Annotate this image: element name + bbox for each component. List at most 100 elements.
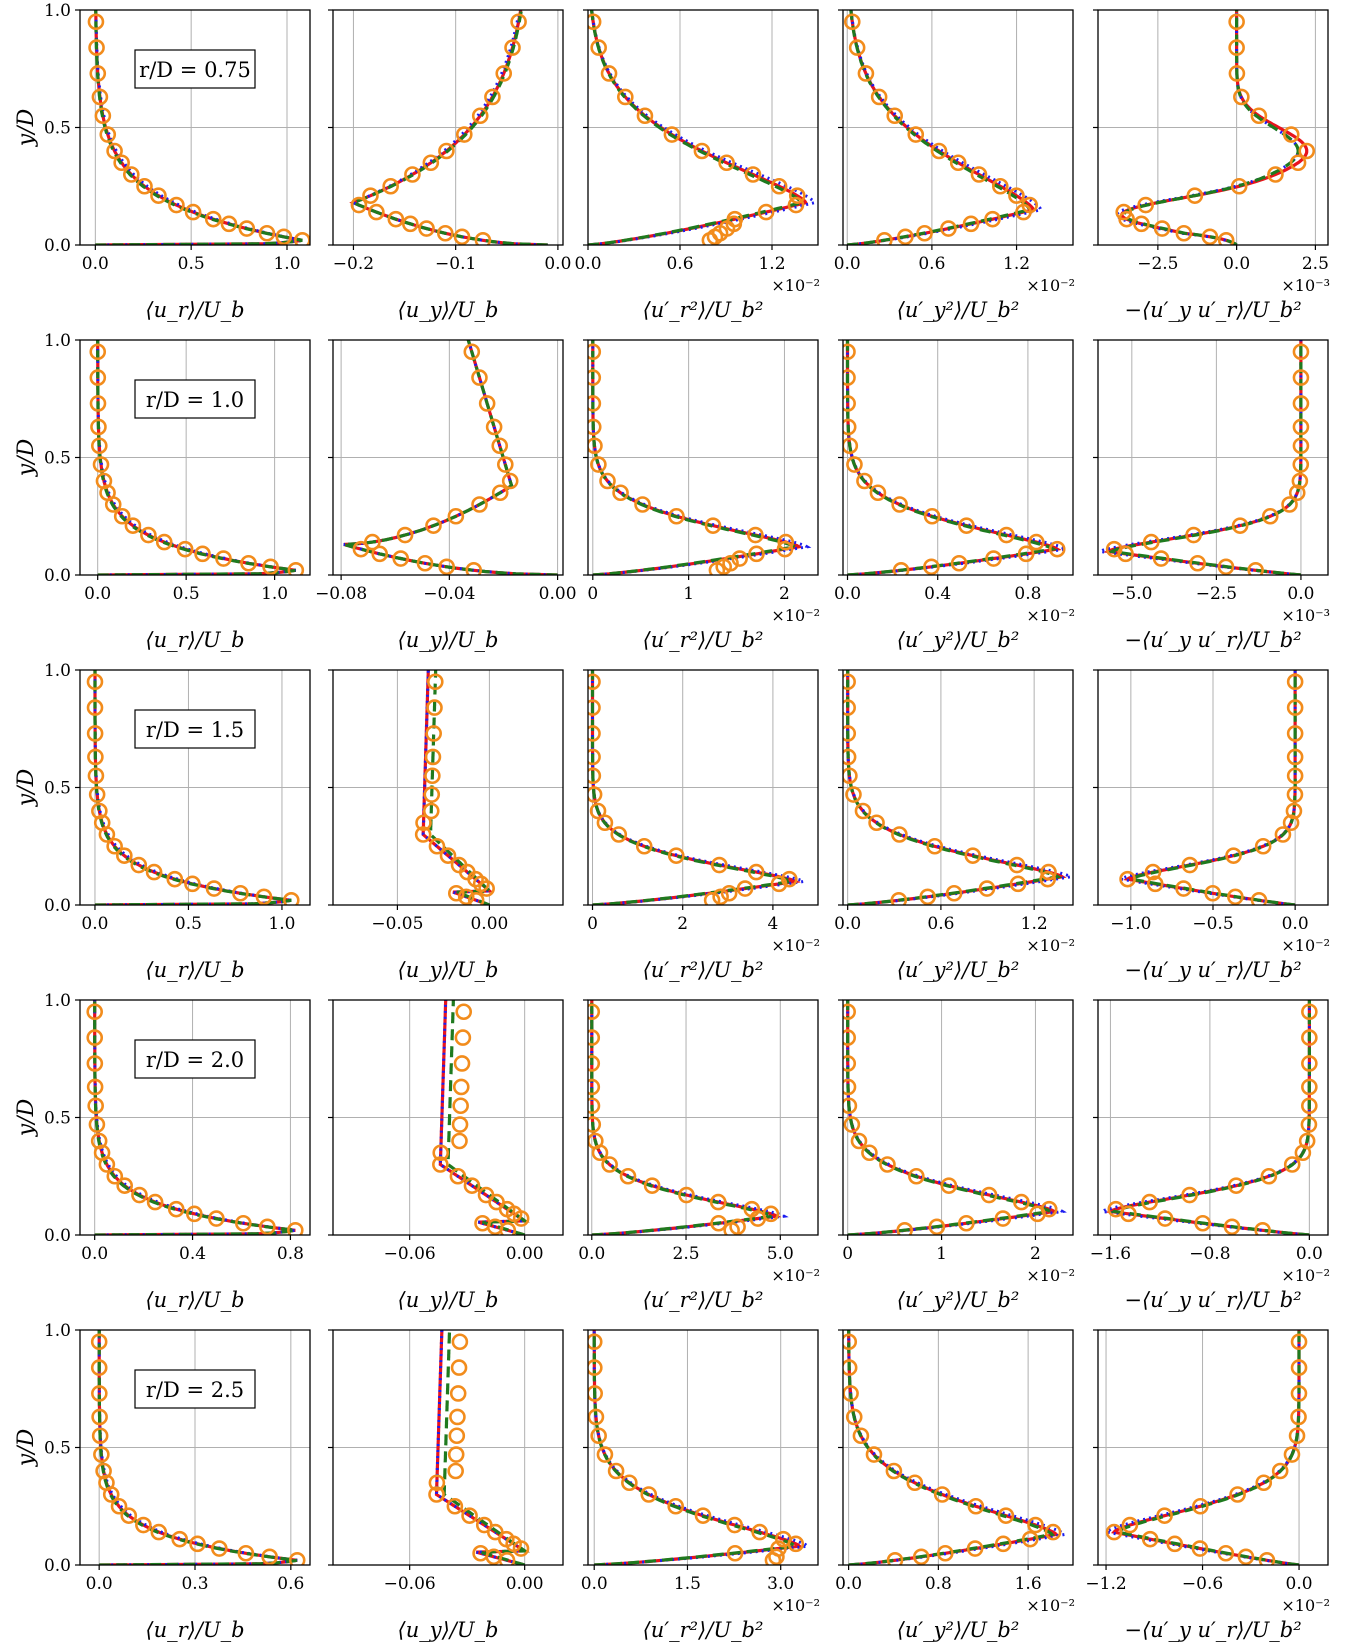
experiment-marker (886, 1552, 904, 1565)
experiment-marker (590, 1427, 607, 1445)
experiment-marker (710, 1214, 727, 1232)
series-green-dashed (446, 1000, 530, 1235)
subplot-r1-c1: −0.08 −0.04 0.00 ⟨u_y⟩/U_b (315, 339, 577, 652)
experiment-marker (1048, 540, 1066, 558)
experiment-marker (843, 748, 857, 766)
curves (843, 340, 1071, 575)
experiment-marker (176, 540, 194, 558)
experiment-marker (708, 562, 726, 575)
x-tick-label: 1.2 (1003, 254, 1030, 274)
experiment-marker (704, 517, 722, 534)
experiment-marker (845, 786, 862, 803)
y-axis-label: y/D (14, 768, 39, 807)
experiment-marker (876, 232, 893, 245)
experiment-marker (1292, 456, 1310, 473)
x-tick-label: 0.5 (175, 914, 202, 934)
x-tick-label: −0.06 (384, 1244, 436, 1264)
x-tick-label: −0.5 (1192, 914, 1233, 934)
experiment-marker (1286, 748, 1304, 766)
experiment-marker (610, 826, 628, 843)
experiment-marker (601, 1156, 618, 1173)
experiment-marker (287, 1222, 304, 1235)
x-tick-label: −2.5 (1137, 254, 1178, 274)
experiment-marker (240, 554, 257, 572)
series-blue-dotted (435, 1330, 530, 1565)
experiment-marker (886, 107, 904, 125)
experiment-marker (846, 456, 863, 473)
x-axis-label: ⟨u′_y²⟩/U_b² (897, 298, 1020, 322)
experiment-marker (220, 215, 238, 233)
experiment-marker (861, 1144, 878, 1162)
experiment-marker (1292, 418, 1310, 436)
experiment-marker (87, 767, 105, 785)
x-axis-label: ⟨u′_r²⟩/U_b² (643, 958, 764, 982)
experiment-marker (88, 39, 105, 56)
series-blue-dotted (846, 340, 1071, 575)
experiment-marker (447, 1462, 464, 1480)
experiment-marker (588, 1055, 601, 1072)
experiment-marker (711, 856, 728, 874)
experiment-marker (928, 1218, 946, 1235)
experiment-marker (1286, 699, 1304, 716)
experiment-marker (856, 472, 873, 490)
series-green-dashed (442, 1330, 530, 1565)
experiment-marker (1217, 558, 1235, 575)
experiment-marker (678, 1186, 695, 1204)
x-tick-label: 0.3 (181, 1574, 208, 1594)
experiment-marker (90, 418, 107, 436)
series-green-dashed (847, 1330, 1056, 1565)
experiment-marker (1285, 802, 1303, 820)
experiment-marker (588, 1408, 605, 1426)
experiment-marker (919, 888, 936, 905)
experiment-marker (1291, 472, 1309, 490)
experiment-marker (718, 154, 735, 172)
experiment-marker (140, 526, 157, 544)
subplot-r0-c2: 0.0 0.6 1.2 ×10⁻² ⟨u′_r²⟩/U_b² (574, 9, 820, 322)
curves (414, 670, 495, 905)
experiment-marker (194, 545, 211, 563)
experiment-marker (512, 1210, 530, 1227)
experiment-marker (1292, 369, 1310, 386)
experiment-marker (261, 1548, 278, 1565)
x-tick-label: 0.5 (178, 254, 205, 274)
experiment-marker (1254, 1222, 1271, 1235)
experiment-marker (453, 1055, 471, 1072)
experiment-marker (104, 496, 122, 513)
x-tick-label: 2.5 (673, 1244, 700, 1264)
subplot-r1-c3: 0.0 0.4 0.8 ×10⁻² ⟨u′_y²⟩/U_b² (834, 339, 1075, 652)
experiment-marker (449, 1167, 467, 1185)
experiment-marker (1204, 884, 1222, 902)
experiment-marker (726, 1516, 743, 1534)
x-tick-label: 1 (683, 584, 694, 604)
experiment-marker (1021, 1530, 1039, 1548)
x-tick-label: 0.0 (834, 914, 861, 934)
x-tick-label: 1.2 (758, 254, 785, 274)
x-tick-label: −0.06 (384, 1574, 436, 1594)
x-axis-label: ⟨u_y⟩/U_b (398, 958, 499, 982)
x-axis-label: ⟨u_y⟩/U_b (398, 298, 499, 322)
experiment-marker (634, 496, 651, 513)
experiment-marker (438, 558, 455, 575)
experiment-marker (980, 1186, 998, 1204)
experiment-marker (897, 228, 914, 245)
experiment-marker (940, 1177, 958, 1194)
experiment-marker (591, 1144, 609, 1162)
row-label-box (134, 709, 256, 749)
experiment-marker (869, 484, 887, 502)
experiment-marker (843, 673, 856, 691)
experiment-marker (843, 13, 861, 31)
experiment-marker (387, 210, 405, 228)
x-tick-label: 0.0 (1287, 584, 1314, 604)
experiment-marker (770, 875, 788, 893)
experiment-marker (1015, 203, 1032, 221)
experiment-marker (617, 88, 634, 106)
experiment-marker (964, 847, 982, 864)
experiment-marker (787, 1535, 805, 1553)
experiment-marker (1175, 224, 1193, 242)
curves (588, 1000, 789, 1235)
x-axis-label: ⟨u′_y²⟩/U_b² (897, 1618, 1020, 1642)
x-tick-label: −0.2 (333, 254, 374, 274)
x-tick-label: 1.2 (1021, 914, 1048, 934)
experiment-marker (467, 892, 485, 905)
experiment-marker (1137, 196, 1154, 214)
